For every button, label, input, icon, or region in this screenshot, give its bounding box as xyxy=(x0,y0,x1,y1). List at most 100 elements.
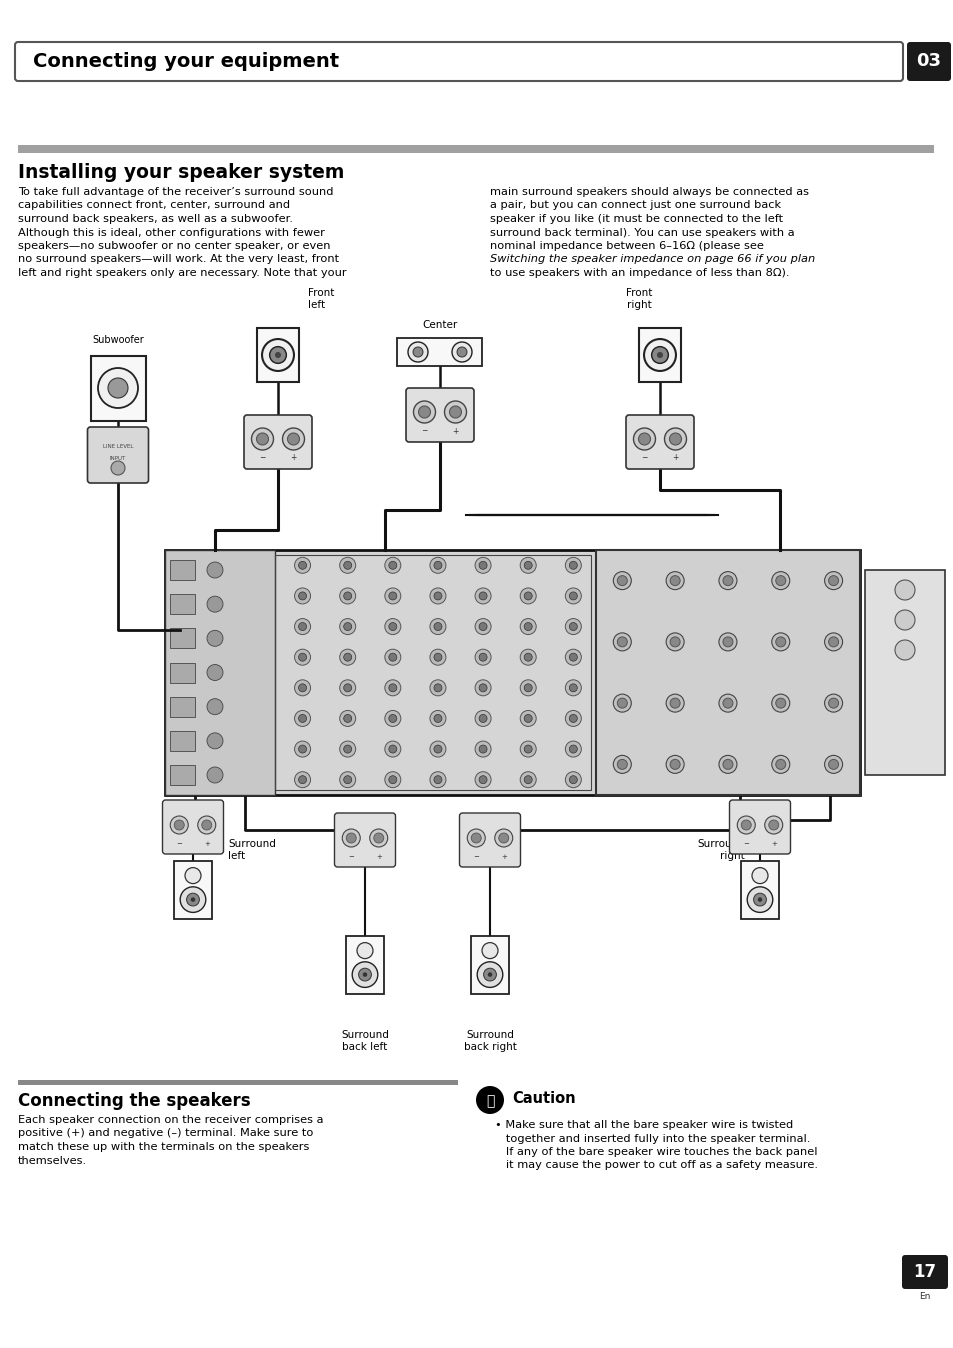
Bar xyxy=(397,338,482,367)
Circle shape xyxy=(343,745,352,754)
Circle shape xyxy=(108,377,128,398)
Circle shape xyxy=(389,592,396,600)
Circle shape xyxy=(519,619,536,635)
Circle shape xyxy=(828,636,838,647)
Circle shape xyxy=(665,632,683,651)
Circle shape xyxy=(294,619,311,635)
Circle shape xyxy=(207,698,223,714)
Circle shape xyxy=(207,767,223,783)
Circle shape xyxy=(475,650,491,665)
Bar xyxy=(170,662,194,682)
Circle shape xyxy=(665,755,683,774)
Circle shape xyxy=(298,623,306,631)
Circle shape xyxy=(495,829,512,847)
Circle shape xyxy=(475,619,491,635)
Circle shape xyxy=(343,683,352,692)
Circle shape xyxy=(775,576,785,585)
Circle shape xyxy=(418,406,430,418)
Circle shape xyxy=(389,683,396,692)
Circle shape xyxy=(771,632,789,651)
Circle shape xyxy=(746,887,772,913)
Circle shape xyxy=(478,561,487,569)
Circle shape xyxy=(519,771,536,787)
Text: LINE LEVEL: LINE LEVEL xyxy=(103,445,133,449)
Circle shape xyxy=(613,694,631,712)
Circle shape xyxy=(430,557,445,573)
Circle shape xyxy=(753,894,765,906)
Circle shape xyxy=(434,683,441,692)
FancyBboxPatch shape xyxy=(459,813,520,867)
Circle shape xyxy=(771,572,789,589)
Circle shape xyxy=(669,433,680,445)
Text: +: + xyxy=(204,841,210,847)
Circle shape xyxy=(771,694,789,712)
Circle shape xyxy=(197,816,215,834)
Circle shape xyxy=(617,698,627,708)
Text: surround back speakers, as well as a subwoofer.: surround back speakers, as well as a sub… xyxy=(18,214,293,224)
Text: match these up with the terminals on the speakers: match these up with the terminals on the… xyxy=(18,1142,309,1153)
Circle shape xyxy=(569,623,577,631)
Text: speakers—no subwoofer or no center speaker, or even: speakers—no subwoofer or no center speak… xyxy=(18,241,330,251)
Circle shape xyxy=(737,816,755,834)
Circle shape xyxy=(475,741,491,758)
Text: no surround speakers—will work. At the very least, front: no surround speakers—will work. At the v… xyxy=(18,255,338,264)
Bar xyxy=(274,555,590,790)
Circle shape xyxy=(523,654,532,661)
Circle shape xyxy=(523,561,532,569)
Circle shape xyxy=(207,665,223,681)
Circle shape xyxy=(523,775,532,783)
Text: a pair, but you can connect just one surround back: a pair, but you can connect just one sur… xyxy=(490,201,781,210)
Circle shape xyxy=(413,400,435,423)
Circle shape xyxy=(384,619,400,635)
Circle shape xyxy=(719,632,736,651)
Text: • Make sure that all the bare speaker wire is twisted: • Make sure that all the bare speaker wi… xyxy=(495,1120,792,1130)
Circle shape xyxy=(370,829,387,847)
Circle shape xyxy=(434,654,441,661)
Circle shape xyxy=(487,972,492,977)
Circle shape xyxy=(467,829,485,847)
Circle shape xyxy=(207,562,223,578)
Circle shape xyxy=(775,759,785,770)
Circle shape xyxy=(481,942,497,958)
Circle shape xyxy=(669,698,679,708)
Bar xyxy=(165,550,859,795)
Circle shape xyxy=(478,745,487,754)
Text: Front
right: Front right xyxy=(625,288,651,310)
Circle shape xyxy=(294,588,311,604)
Circle shape xyxy=(343,775,352,783)
Circle shape xyxy=(617,636,627,647)
Circle shape xyxy=(475,710,491,727)
Circle shape xyxy=(478,683,487,692)
Circle shape xyxy=(523,623,532,631)
Circle shape xyxy=(643,340,676,371)
Circle shape xyxy=(384,588,400,604)
Circle shape xyxy=(775,636,785,647)
Text: To take full advantage of the receiver’s surround sound: To take full advantage of the receiver’s… xyxy=(18,187,334,197)
Circle shape xyxy=(358,968,371,981)
Circle shape xyxy=(343,623,352,631)
Circle shape xyxy=(434,561,441,569)
Bar xyxy=(170,628,194,648)
Circle shape xyxy=(339,557,355,573)
Text: Front
left: Front left xyxy=(308,288,334,310)
Circle shape xyxy=(768,820,778,830)
Text: Subwoofer: Subwoofer xyxy=(92,336,144,345)
Text: Connecting your equipment: Connecting your equipment xyxy=(33,53,338,71)
Circle shape xyxy=(430,771,445,787)
Text: Surround
back left: Surround back left xyxy=(341,1030,389,1051)
Text: −: − xyxy=(742,841,748,847)
Circle shape xyxy=(294,710,311,727)
Circle shape xyxy=(519,710,536,727)
Circle shape xyxy=(434,775,441,783)
Circle shape xyxy=(633,429,655,450)
Circle shape xyxy=(478,714,487,723)
Circle shape xyxy=(613,632,631,651)
Bar xyxy=(165,550,274,795)
Circle shape xyxy=(894,611,914,630)
Circle shape xyxy=(430,650,445,665)
Circle shape xyxy=(339,588,355,604)
Text: Each speaker connection on the receiver comprises a: Each speaker connection on the receiver … xyxy=(18,1115,323,1126)
Circle shape xyxy=(719,572,736,589)
Circle shape xyxy=(764,816,781,834)
Circle shape xyxy=(343,561,352,569)
